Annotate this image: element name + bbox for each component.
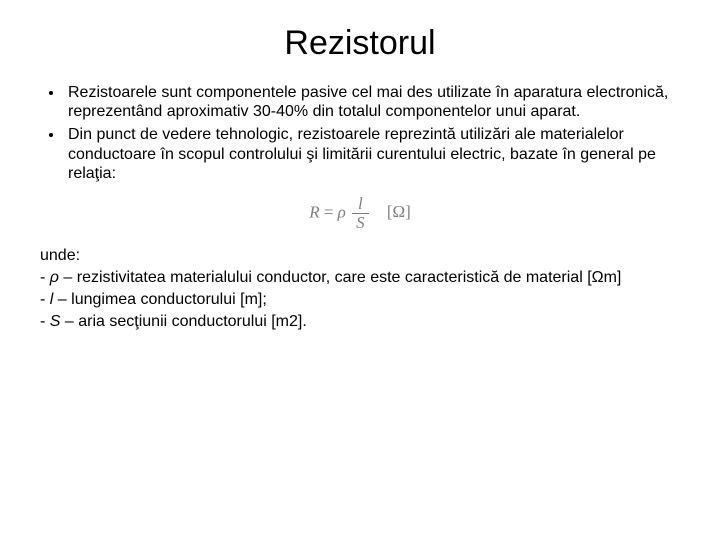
formula-numerator: l bbox=[352, 195, 369, 214]
slide: Rezistorul Rezistoarele sunt componentel… bbox=[0, 0, 720, 540]
formula-lhs: R bbox=[309, 202, 319, 221]
formula-rho: ρ bbox=[338, 202, 346, 221]
list-item: Rezistoarele sunt componentele pasive ce… bbox=[64, 83, 680, 121]
formula-denominator: S bbox=[352, 214, 369, 232]
page-title: Rezistorul bbox=[40, 24, 680, 63]
list-item: Din punct de vedere tehnologic, rezistoa… bbox=[64, 125, 680, 183]
formula: R = ρ l S [Ω] bbox=[40, 195, 680, 232]
definition-row: - l – lungimea conductorului [m]; bbox=[40, 290, 680, 310]
def-symbol: S bbox=[50, 313, 61, 330]
where-label: unde: bbox=[40, 246, 680, 266]
definition-row: - ρ – rezistivitatea materialului conduc… bbox=[40, 268, 680, 288]
def-text: – rezistivitatea materialului conductor,… bbox=[59, 269, 621, 286]
def-text: – aria secţiunii conductorului [m2]. bbox=[60, 313, 306, 330]
formula-equals: = bbox=[324, 202, 334, 221]
def-symbol: ρ bbox=[50, 269, 59, 286]
formula-fraction: l S bbox=[352, 195, 369, 232]
definitions: unde: - ρ – rezistivitatea materialului … bbox=[40, 246, 680, 332]
bullet-list: Rezistoarele sunt componentele pasive ce… bbox=[40, 83, 680, 183]
definition-row: - S – aria secţiunii conductorului [m2]. bbox=[40, 312, 680, 332]
def-text: – lungimea conductorului [m]; bbox=[53, 291, 266, 308]
formula-unit: [Ω] bbox=[387, 202, 411, 221]
